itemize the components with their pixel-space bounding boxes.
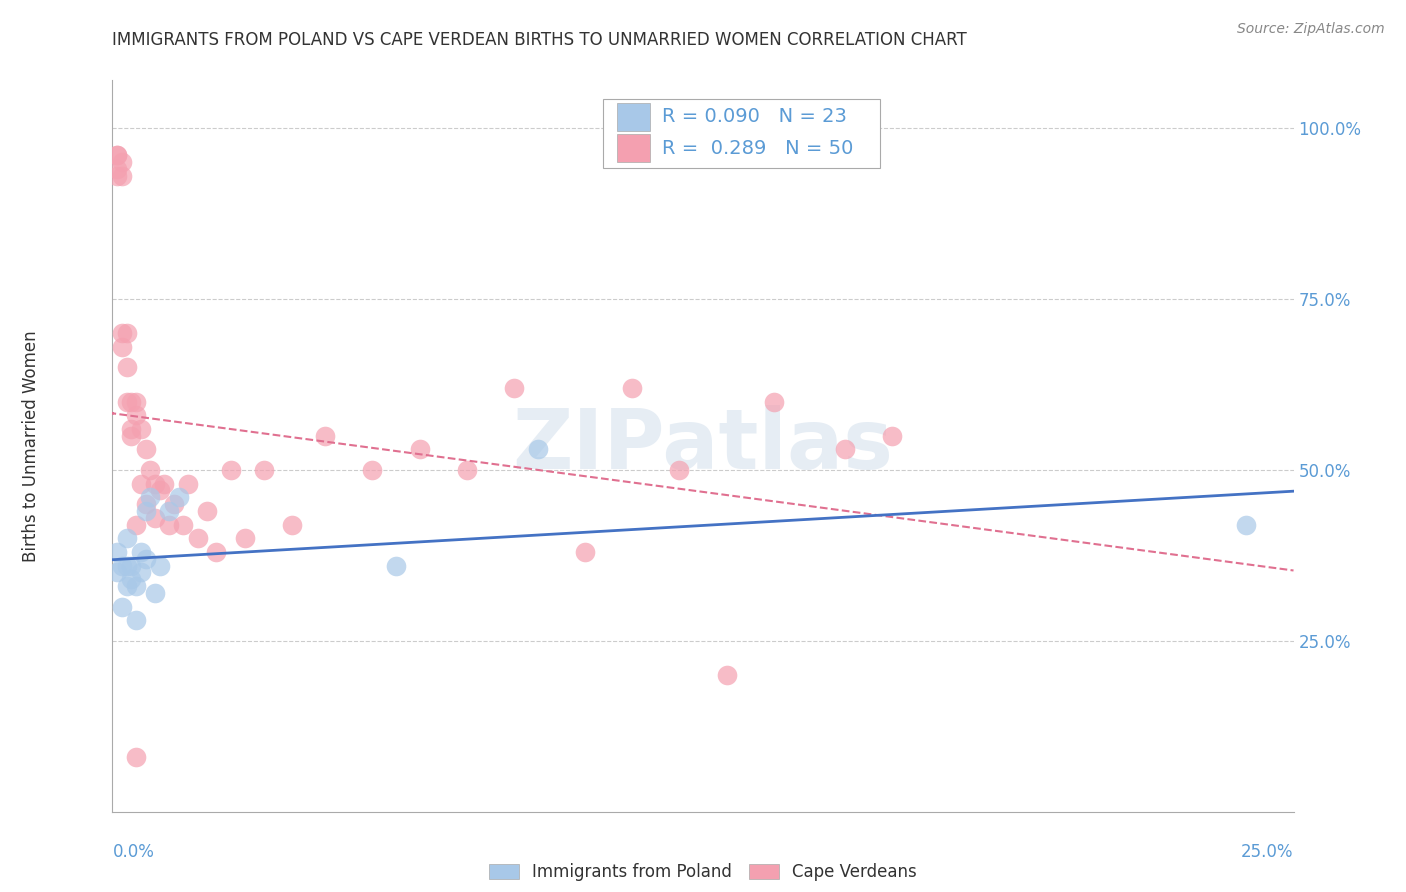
Point	[1234, 517, 1257, 532]
Point	[125, 579, 148, 593]
Point	[314, 429, 336, 443]
Text: ZIPatlas: ZIPatlas	[513, 406, 893, 486]
Point	[205, 545, 228, 559]
Point	[143, 586, 166, 600]
Point	[172, 517, 194, 532]
Point	[139, 463, 162, 477]
Point	[105, 545, 128, 559]
Point	[120, 394, 142, 409]
Point	[111, 558, 134, 573]
Point	[385, 558, 408, 573]
Point	[143, 510, 166, 524]
Point	[157, 517, 180, 532]
Point	[157, 504, 180, 518]
Point	[621, 381, 644, 395]
Point	[135, 442, 157, 457]
Text: R =  0.289   N = 50: R = 0.289 N = 50	[662, 139, 853, 158]
Text: IMMIGRANTS FROM POLAND VS CAPE VERDEAN BIRTHS TO UNMARRIED WOMEN CORRELATION CHA: IMMIGRANTS FROM POLAND VS CAPE VERDEAN B…	[112, 31, 967, 49]
Point	[195, 504, 218, 518]
Point	[125, 613, 148, 627]
Point	[503, 381, 526, 395]
Point	[125, 750, 148, 764]
Point	[149, 483, 172, 498]
Point	[233, 531, 256, 545]
Point	[281, 517, 304, 532]
Point	[105, 148, 128, 162]
Point	[177, 476, 200, 491]
Text: 25.0%: 25.0%	[1241, 843, 1294, 861]
Point	[115, 558, 138, 573]
Point	[115, 394, 138, 409]
Text: Births to Unmarried Women: Births to Unmarried Women	[22, 330, 39, 562]
Point	[111, 155, 134, 169]
Point	[135, 497, 157, 511]
Point	[408, 442, 430, 457]
Point	[111, 340, 134, 354]
Point	[105, 162, 128, 177]
Point	[105, 148, 128, 162]
Point	[163, 497, 186, 511]
Point	[456, 463, 478, 477]
Point	[526, 442, 548, 457]
Point	[574, 545, 596, 559]
Point	[135, 504, 157, 518]
Point	[129, 476, 152, 491]
Point	[149, 558, 172, 573]
Point	[111, 599, 134, 614]
Point	[139, 490, 162, 504]
FancyBboxPatch shape	[617, 103, 650, 131]
Point	[115, 531, 138, 545]
Point	[105, 566, 128, 580]
Point	[115, 360, 138, 375]
Point	[129, 545, 152, 559]
FancyBboxPatch shape	[603, 99, 880, 168]
Point	[120, 422, 142, 436]
Point	[186, 531, 208, 545]
Text: R = 0.090   N = 23: R = 0.090 N = 23	[662, 107, 846, 127]
Point	[120, 572, 142, 586]
Point	[120, 558, 142, 573]
Point	[880, 429, 903, 443]
Point	[115, 326, 138, 341]
Point	[125, 517, 148, 532]
Point	[125, 394, 148, 409]
FancyBboxPatch shape	[617, 135, 650, 162]
Point	[219, 463, 242, 477]
Point	[105, 169, 128, 183]
Point	[129, 422, 152, 436]
Point	[120, 429, 142, 443]
Point	[762, 394, 785, 409]
Point	[153, 476, 176, 491]
Point	[129, 566, 152, 580]
Point	[111, 169, 134, 183]
Text: Source: ZipAtlas.com: Source: ZipAtlas.com	[1237, 22, 1385, 37]
Legend: Immigrants from Poland, Cape Verdeans: Immigrants from Poland, Cape Verdeans	[482, 856, 924, 888]
Point	[716, 668, 738, 682]
Point	[135, 551, 157, 566]
Point	[253, 463, 276, 477]
Point	[115, 579, 138, 593]
Point	[143, 476, 166, 491]
Point	[834, 442, 856, 457]
Point	[361, 463, 384, 477]
Point	[111, 326, 134, 341]
Text: 0.0%: 0.0%	[112, 843, 155, 861]
Point	[125, 409, 148, 423]
Point	[668, 463, 690, 477]
Point	[167, 490, 190, 504]
